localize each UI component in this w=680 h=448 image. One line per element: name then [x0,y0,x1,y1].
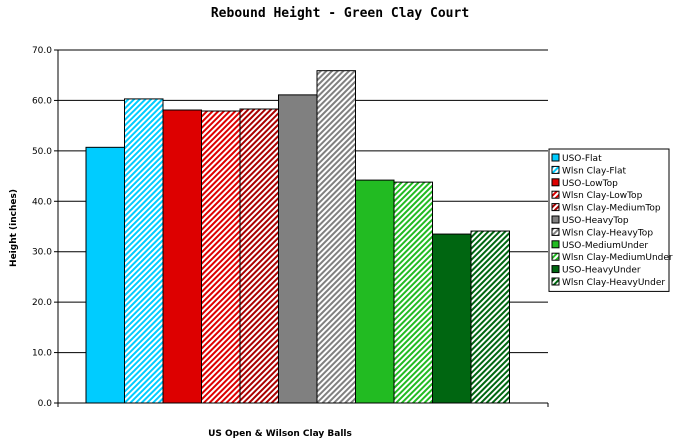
legend-swatch [551,277,560,286]
bar-wlsn-clay-heavyunder [470,230,510,404]
y-axis-label: Height (inches) [9,189,19,267]
y-axis-ticks: 0.0 10.0 20.0 30.0 40.0 50.0 60.0 70.0 [32,46,58,409]
legend-entry: USO-MediumUnder [562,241,648,251]
y-tick-label: 50.0 [32,147,52,157]
legend-box [548,148,670,292]
y-tick-label: 40.0 [32,197,52,207]
legend-swatch [551,178,560,187]
bar-wlsn-clay-mediumtop [239,108,279,404]
y-tick-label: 70.0 [32,46,52,56]
legend: USO-Flat Wlsn Clay-Flat USO-LowTop Wlsn Cla… [548,148,673,292]
legend-swatch [551,265,560,274]
legend-swatch [551,227,560,236]
legend-entry: USO-Flat [562,154,602,164]
legend-swatch [551,203,560,212]
bars [85,70,510,404]
bar-wlsn-clay-heavytop [316,70,356,404]
legend-entry: USO-HeavyUnder [562,266,641,276]
chart-title: Rebound Height - Green Clay Court [210,6,470,21]
y-tick-label: 0.0 [38,399,53,409]
legend-swatch [551,190,560,199]
x-axis-label: US Open & Wilson Clay Balls [208,429,352,439]
legend-entry: Wlsn Clay-Flat [562,166,627,176]
legend-swatch [551,153,560,162]
legend-entry: Wlsn Clay-LowTop [562,191,643,201]
bar-wlsn-clay-mediumunder [393,181,433,404]
bar-uso-lowtop [162,109,202,404]
y-tick-label: 20.0 [32,298,52,308]
axes [57,50,549,407]
legend-entry: Wlsn Clay-MediumTop [562,204,661,214]
bar-uso-flat [85,146,125,404]
bar-uso-mediumunder [355,179,395,404]
legend-entry: Wlsn Clay-MediumUnder [562,253,673,263]
legend-swatch [551,165,560,174]
bar-wlsn-clay-flat [124,98,164,404]
legend-swatch [551,252,560,261]
y-tick-label: 60.0 [32,96,52,106]
legend-entry: Wlsn Clay-HeavyUnder [562,278,665,288]
bar-uso-heavytop [278,94,318,404]
bar-uso-heavyunder [432,233,472,404]
bar-wlsn-clay-lowtop [201,110,241,404]
legend-entry: Wlsn Clay-HeavyTop [562,228,653,238]
y-tick-label: 10.0 [32,349,52,359]
legend-entry: USO-LowTop [562,179,618,189]
y-tick-label: 30.0 [32,248,52,258]
legend-entry: USO-HeavyTop [562,216,629,226]
legend-swatch [551,240,560,249]
legend-swatch [551,215,560,224]
